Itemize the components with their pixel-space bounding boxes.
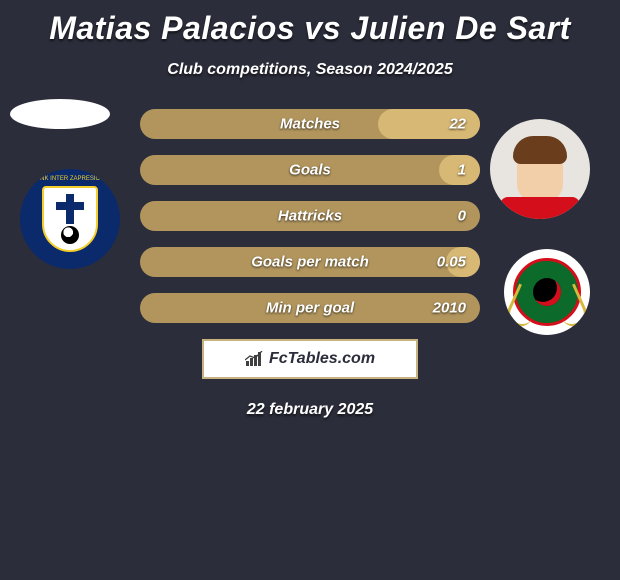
player-right-face-icon — [517, 146, 563, 202]
stat-row: Matches 22 — [140, 109, 480, 139]
club-right-wreath-icon — [551, 283, 590, 330]
player-right-shirt-icon — [500, 197, 580, 219]
stat-label: Goals per match — [251, 254, 369, 271]
stat-value-right: 1 — [458, 162, 466, 179]
club-left-ball-icon — [61, 226, 79, 244]
club-left-badge: NK INTER ZAPRESIC — [20, 169, 120, 269]
chart-icon — [245, 351, 265, 367]
branding-box: FcTables.com — [202, 339, 418, 379]
club-left-shield-icon: NK INTER ZAPRESIC — [42, 186, 98, 252]
stat-row: Hattricks 0 — [140, 201, 480, 231]
player-right-avatar — [490, 119, 590, 219]
stat-row: Min per goal 2010 — [140, 293, 480, 323]
club-right-wreath-icon — [504, 283, 543, 330]
comparison-content: NK INTER ZAPRESIC Matches 22 Goals 1 Hattric… — [0, 109, 620, 419]
club-right-badge — [504, 249, 590, 335]
stat-label: Hattricks — [278, 208, 342, 225]
player-left-avatar — [10, 99, 110, 129]
club-left-cross-icon — [56, 202, 84, 210]
stat-label: Min per goal — [266, 300, 354, 317]
stat-value-right: 0.05 — [437, 254, 466, 271]
stat-value-right: 2010 — [433, 300, 466, 317]
club-right-circle-icon — [513, 258, 581, 326]
comparison-title: Matias Palacios vs Julien De Sart — [0, 0, 620, 47]
stat-value-right: 0 — [458, 208, 466, 225]
stat-label: Goals — [289, 162, 331, 179]
comparison-date: 22 february 2025 — [0, 401, 620, 419]
stat-row: Goals per match 0.05 — [140, 247, 480, 277]
stat-bars: Matches 22 Goals 1 Hattricks 0 Goals per match… — [140, 109, 480, 323]
stat-label: Matches — [280, 116, 340, 133]
club-left-text: NK INTER ZAPRESIC — [40, 176, 100, 182]
stat-row: Goals 1 — [140, 155, 480, 185]
comparison-subtitle: Club competitions, Season 2024/2025 — [0, 61, 620, 79]
player-right-hair-icon — [513, 136, 567, 164]
stat-value-right: 22 — [449, 116, 466, 133]
branding-text: FcTables.com — [269, 350, 375, 368]
